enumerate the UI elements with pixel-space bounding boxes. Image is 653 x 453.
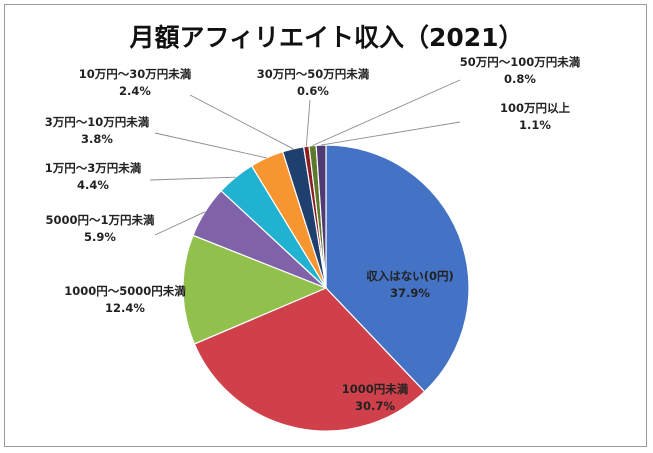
- leader-line-7: [305, 99, 311, 147]
- slice-percent-2: 12.4%: [105, 301, 145, 315]
- slice-label-5: 3万円～10万円未満: [45, 115, 150, 129]
- leader-line-9: [321, 121, 461, 146]
- slice-percent-7: 0.6%: [297, 84, 329, 98]
- slice-percent-3: 5.9%: [84, 230, 116, 244]
- chart-title: 月額アフィリエイト収入（2021）: [129, 23, 524, 52]
- leader-line-5: [154, 132, 267, 159]
- slice-percent-9: 1.1%: [519, 118, 551, 132]
- pie-slice-0: [325, 144, 470, 393]
- leader-line-8: [312, 79, 461, 147]
- slice-label-8: 50万円～100万円未満: [460, 55, 581, 69]
- pie-slice-1: [193, 287, 426, 432]
- leader-line-3: [154, 211, 206, 236]
- slice-percent-1: 30.7%: [355, 399, 395, 413]
- slice-label-2: 1000円～5000円未満: [64, 284, 186, 298]
- slice-percent-0: 37.9%: [390, 286, 430, 300]
- slice-label-6: 10万円～30万円未満: [79, 67, 192, 81]
- slice-label-1: 1000円未満: [342, 382, 409, 396]
- pie-slice-9: [315, 144, 327, 289]
- leader-line-4: [149, 176, 236, 181]
- pie-slice-2: [182, 234, 328, 345]
- slice-percent-5: 3.8%: [81, 132, 113, 146]
- slice-label-7: 30万円～50万円未満: [257, 67, 370, 81]
- slice-label-4: 1万円～3万円未満: [45, 161, 142, 175]
- slice-label-9: 100万円以上: [500, 101, 571, 115]
- slice-percent-6: 2.4%: [119, 84, 151, 98]
- slice-percent-8: 0.8%: [504, 72, 536, 86]
- slice-label-0: 収入はない(0円): [366, 269, 454, 283]
- slice-percent-4: 4.4%: [77, 178, 109, 192]
- slice-label-3: 5000円～1万円未満: [45, 213, 155, 227]
- leader-line-6: [189, 94, 294, 150]
